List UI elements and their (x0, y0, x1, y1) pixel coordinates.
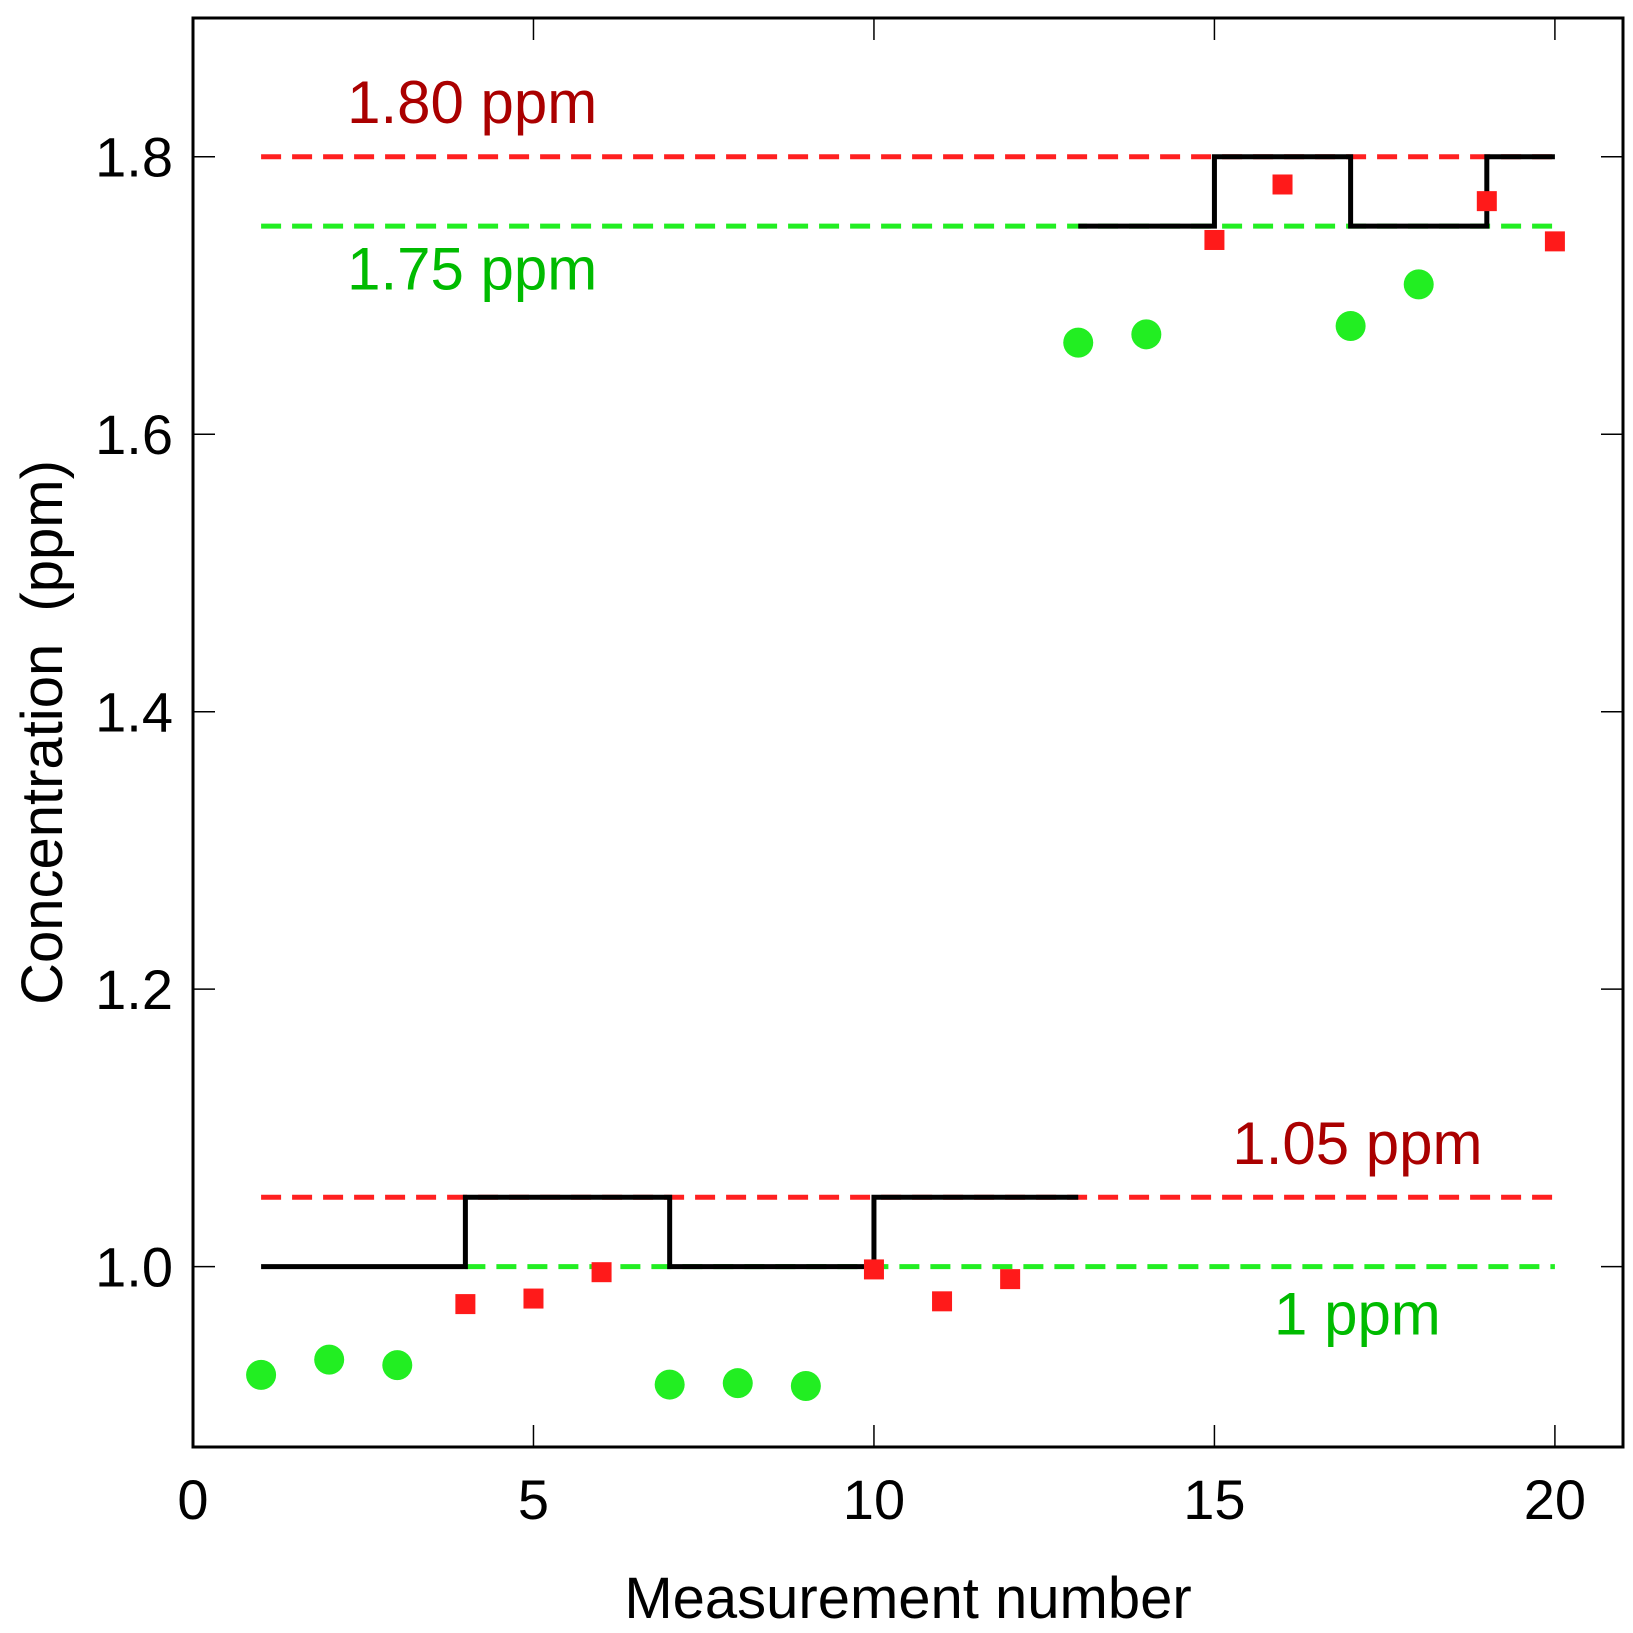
x-tick-label: 5 (518, 1468, 549, 1531)
data-points (246, 174, 1565, 1401)
red-point-4 (455, 1294, 476, 1315)
green-point-8 (722, 1368, 753, 1399)
green-point-3 (382, 1350, 413, 1381)
x-axis-title: Measurement number (624, 1566, 1191, 1631)
step-lines (261, 154, 1555, 1270)
y-tick-label: 1.2 (95, 958, 173, 1021)
annotation-label-red: 1.80 ppm (347, 69, 597, 136)
x-tick-label: 0 (177, 1468, 208, 1531)
green-point-7 (654, 1369, 685, 1400)
red-point-20 (1544, 231, 1565, 252)
y-tick-label: 1.6 (95, 403, 173, 466)
y-tick-label: 1.4 (95, 681, 173, 744)
green-point-18 (1403, 269, 1434, 300)
red-point-5 (523, 1288, 544, 1309)
x-tick-label: 10 (843, 1468, 905, 1531)
red-point-15 (1204, 229, 1225, 250)
green-point-13 (1063, 327, 1094, 358)
red-point-12 (1000, 1269, 1021, 1290)
red-point-10 (863, 1259, 884, 1280)
green-point-14 (1131, 319, 1162, 350)
annotation-label-green: 1 ppm (1274, 1280, 1441, 1347)
red-point-11 (932, 1291, 953, 1312)
green-point-1 (246, 1359, 277, 1390)
plot-frame (191, 16, 1625, 1449)
axes: 0 5 10 15 20 1.0 1.2 1.4 1.6 1.8 Measurement numbe… (10, 16, 1625, 1631)
y-tick-label: 1.8 (95, 126, 173, 189)
reference-lines (261, 154, 1555, 1270)
step-line-segment-0 (261, 1194, 1079, 1270)
green-point-2 (314, 1344, 345, 1375)
y-tick-label: 1.0 (95, 1236, 173, 1299)
red-point-6 (591, 1262, 612, 1283)
annotation-label-green: 1.75 ppm (347, 236, 597, 303)
x-tick-label: 20 (1524, 1468, 1586, 1531)
y-axis-title: Concentration (ppm) (10, 460, 75, 1005)
x-tick-label: 15 (1183, 1468, 1245, 1531)
annotation-label-red: 1.05 ppm (1232, 1110, 1482, 1177)
green-point-9 (790, 1370, 821, 1401)
step-line-segment-1 (1078, 154, 1555, 229)
red-point-16 (1272, 174, 1293, 195)
green-point-17 (1335, 310, 1366, 341)
red-point-19 (1476, 191, 1497, 212)
annotations: 1.80 ppm 1.75 ppm 1.05 ppm 1 ppm (347, 69, 1482, 1347)
